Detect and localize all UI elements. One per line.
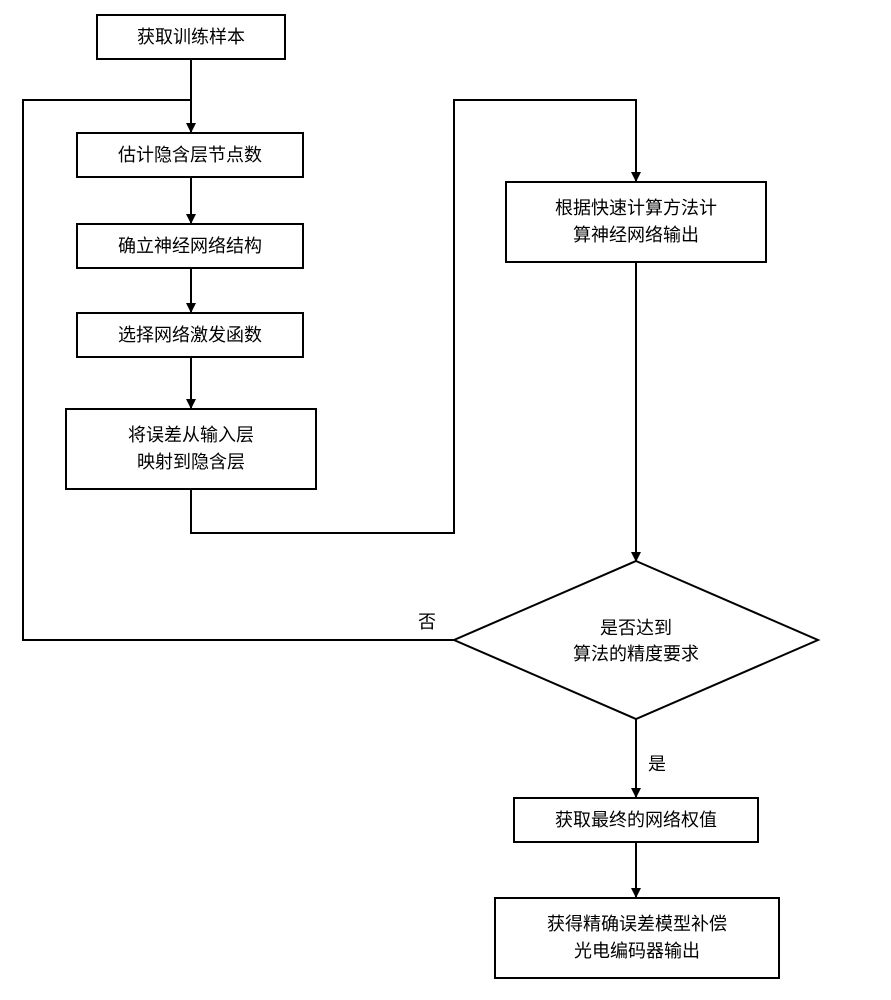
node-label: 估计隐含层节点数 xyxy=(118,142,262,169)
node-get-samples: 获取训练样本 xyxy=(96,14,286,60)
node-decision xyxy=(454,561,818,719)
node-label: 将误差从输入层 映射到隐含层 xyxy=(128,422,254,476)
node-final-output: 获得精确误差模型补偿 光电编码器输出 xyxy=(494,897,780,979)
edge-label: 否 xyxy=(418,612,436,632)
node-estimate-hidden: 估计隐含层节点数 xyxy=(76,132,304,178)
label-yes: 是 xyxy=(648,750,666,776)
node-get-weights: 获取最终的网络权值 xyxy=(513,797,759,843)
node-define-structure: 确立神经网络结构 xyxy=(76,223,304,269)
node-activation: 选择网络激发函数 xyxy=(76,312,304,358)
label-no: 否 xyxy=(418,608,436,634)
node-label: 获得精确误差模型补偿 光电编码器输出 xyxy=(547,911,727,965)
node-label: 选择网络激发函数 xyxy=(118,322,262,349)
edge-label: 是 xyxy=(648,754,666,774)
node-label: 获取最终的网络权值 xyxy=(555,807,717,834)
node-map-error: 将误差从输入层 映射到隐含层 xyxy=(65,408,317,490)
node-label: 根据快速计算方法计 算神经网络输出 xyxy=(555,195,717,249)
node-fast-compute: 根据快速计算方法计 算神经网络输出 xyxy=(505,181,767,263)
node-label: 确立神经网络结构 xyxy=(118,233,262,260)
node-label: 获取训练样本 xyxy=(137,24,245,51)
